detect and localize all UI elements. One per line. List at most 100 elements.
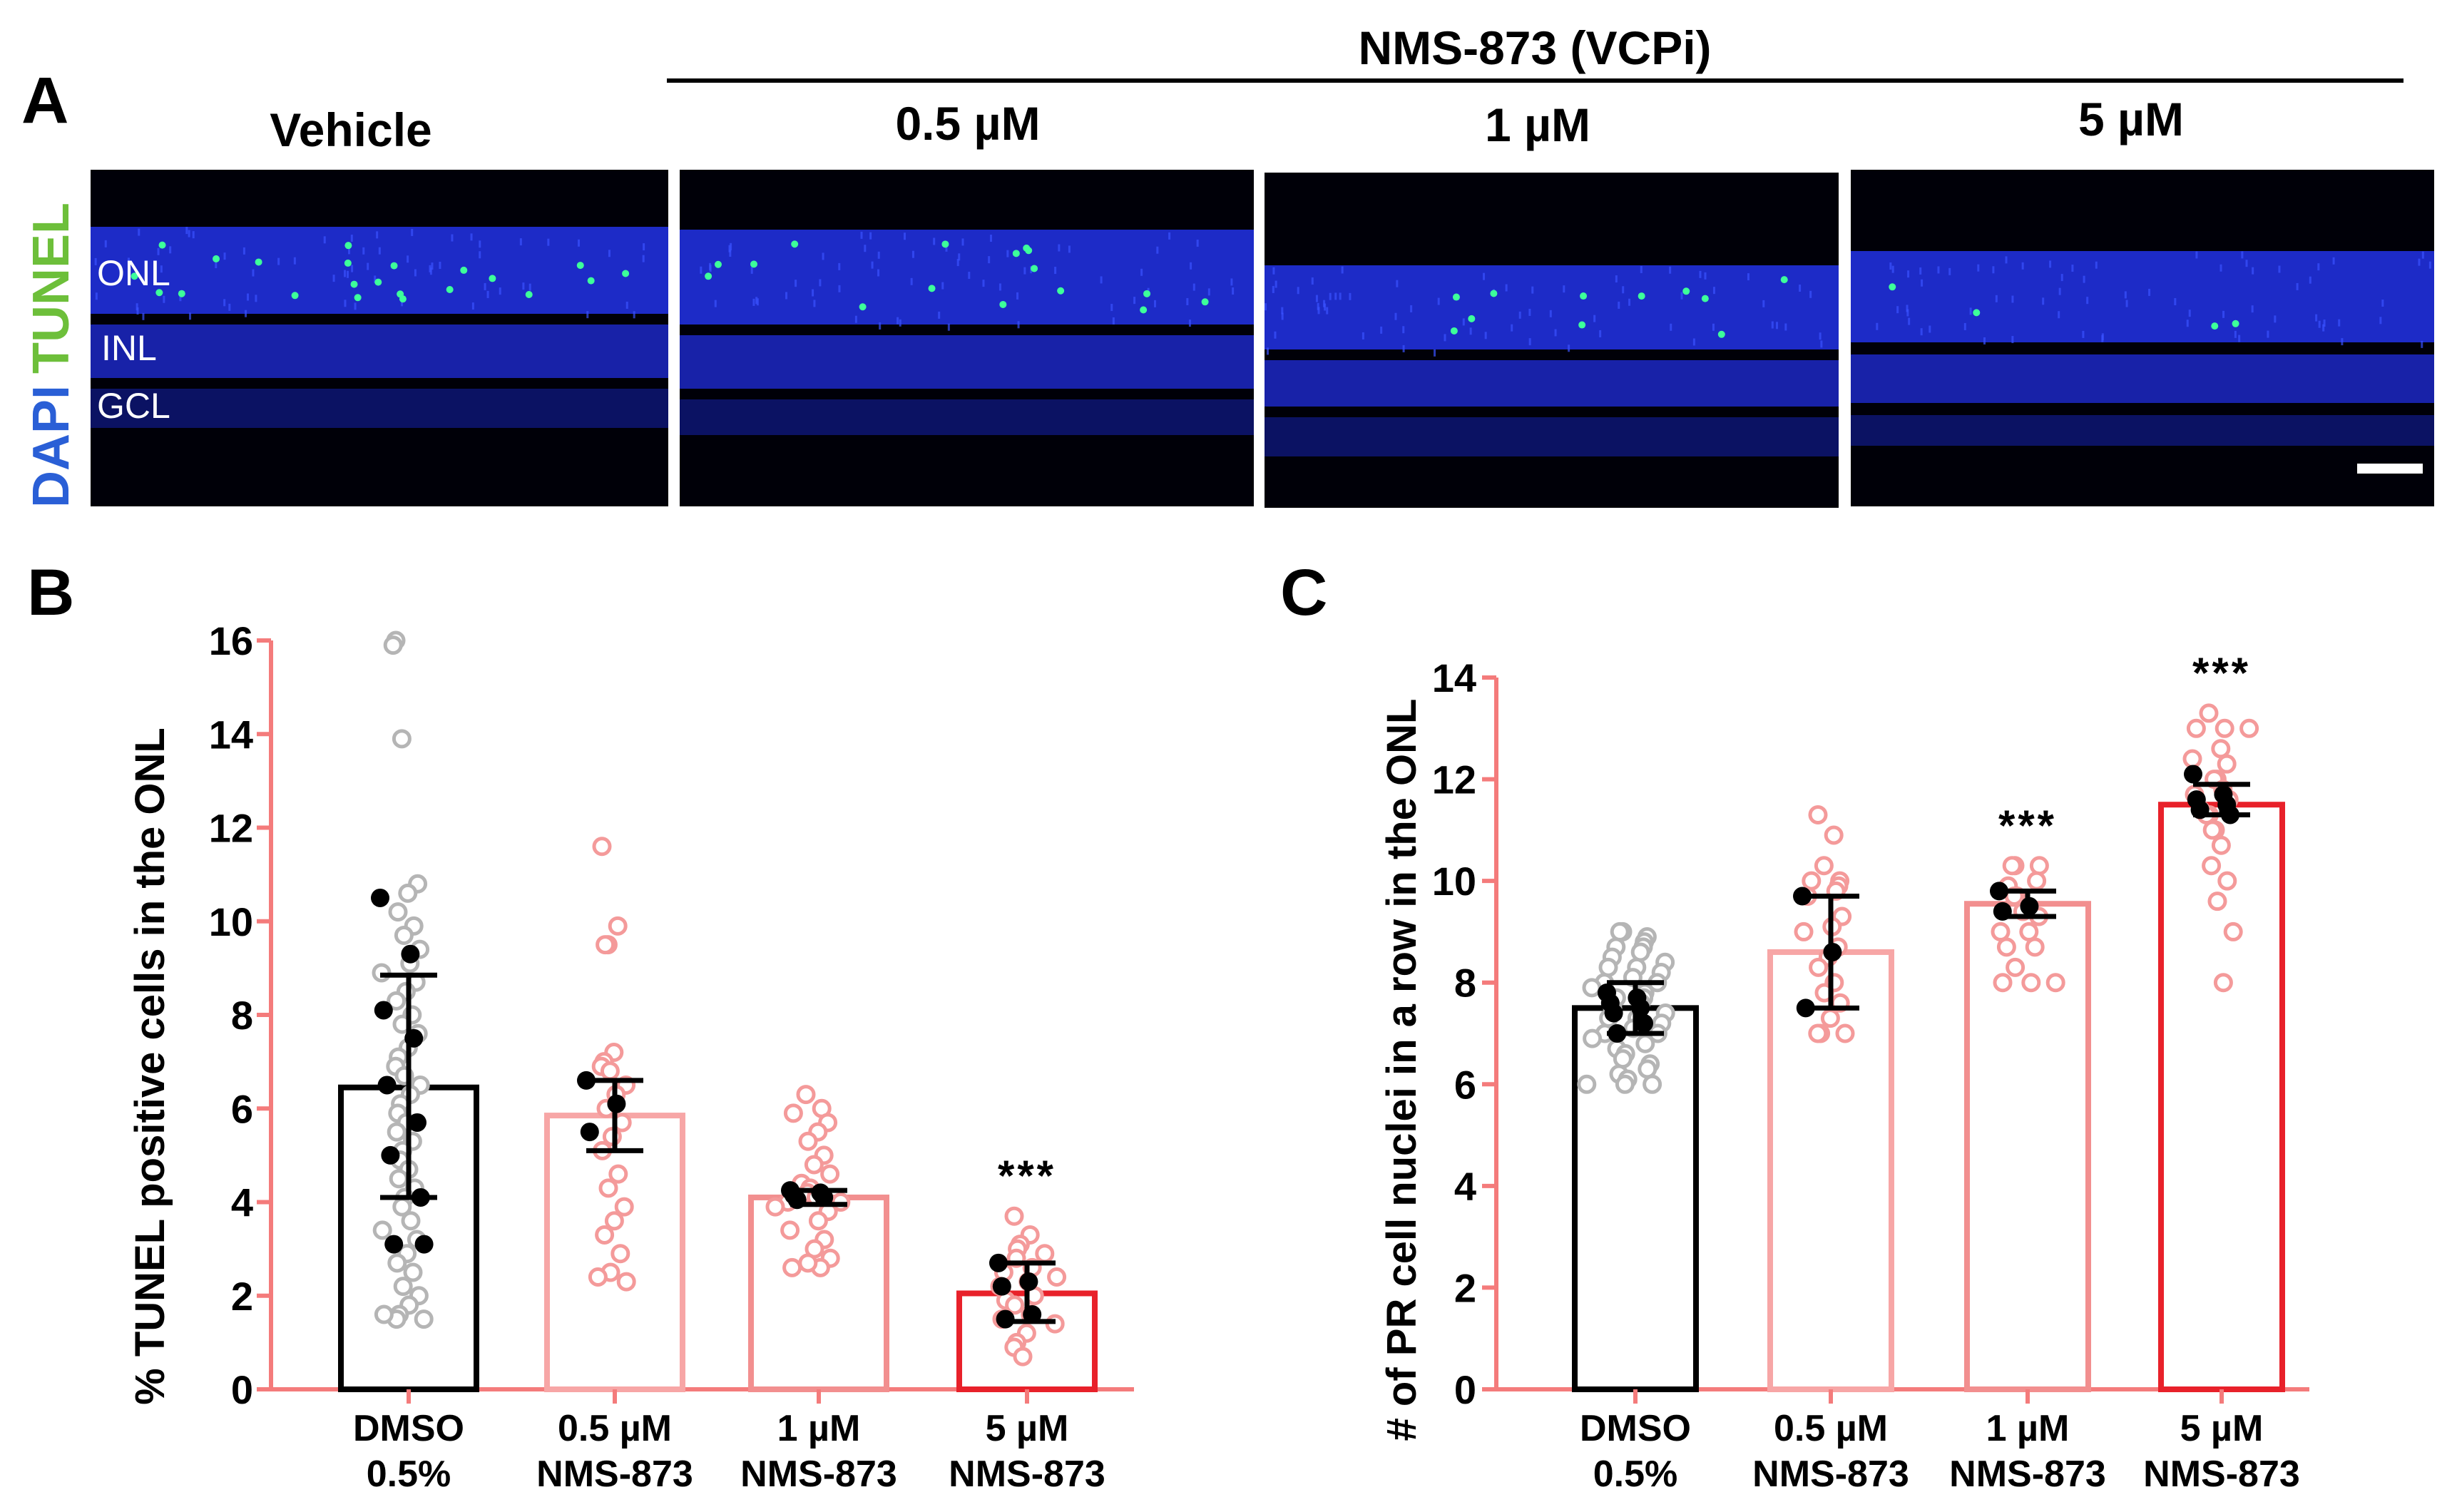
data-point-mean xyxy=(381,1145,400,1165)
data-point xyxy=(604,1211,624,1231)
y-tick-label: 6 xyxy=(1454,1062,1476,1107)
data-point xyxy=(1802,871,1822,891)
data-point xyxy=(596,935,615,955)
data-point-mean xyxy=(408,1113,426,1132)
data-point xyxy=(1035,1244,1055,1264)
data-point xyxy=(1047,1267,1067,1287)
data-point xyxy=(1004,1206,1024,1226)
y-tick-label: 4 xyxy=(231,1180,253,1225)
data-point xyxy=(2239,718,2259,738)
data-point xyxy=(2202,856,2222,876)
category-label: 0.5 µM xyxy=(1774,1408,1888,1449)
y-tick-label: 8 xyxy=(231,993,253,1038)
data-point xyxy=(2202,820,2222,840)
data-point xyxy=(2199,703,2219,723)
data-point xyxy=(1005,1295,1025,1315)
data-point xyxy=(1993,973,2013,993)
data-point xyxy=(1808,1023,1828,1043)
chart-c: 0 2 4 6 8 10 12 14 DMSO 0.5% 0.5 µM NMS-873 *** 1 µM N… xyxy=(1432,649,2309,1495)
chart-c-ylabel: # of PR cell nuclei in a row in the ONL xyxy=(1379,699,1425,1441)
data-point-mean xyxy=(2020,897,2039,916)
data-point-mean xyxy=(401,944,420,964)
micrograph-5uM xyxy=(1851,170,2434,506)
category-label: NMS-873 xyxy=(949,1454,1105,1495)
data-point xyxy=(1610,921,1630,941)
data-point xyxy=(588,1267,608,1287)
data-point xyxy=(598,1178,618,1198)
data-point xyxy=(403,1262,423,1282)
data-point xyxy=(608,916,628,936)
data-point xyxy=(1583,1028,1603,1048)
panel-a: A NMS-873 (VCPi) Vehicle 0.5 µM 1 µM 5 µ… xyxy=(21,21,2434,508)
y-tick-label: 2 xyxy=(231,1274,253,1319)
scale-bar xyxy=(2357,464,2423,474)
y-tick-label: 6 xyxy=(231,1086,253,1131)
data-point xyxy=(1613,1049,1633,1069)
y-tick-label: 2 xyxy=(1454,1265,1476,1310)
data-point xyxy=(2002,856,2022,876)
micrograph-vehicle: ONL INL GCL xyxy=(91,170,668,506)
bar xyxy=(2158,802,2285,1392)
category-label: 1 µM xyxy=(1986,1408,2070,1449)
y-tick-label: 0 xyxy=(231,1367,253,1412)
data-point xyxy=(393,1277,413,1297)
data-point-mean xyxy=(577,1071,596,1090)
data-point xyxy=(616,1272,636,1292)
data-point-mean xyxy=(989,1253,1008,1272)
data-point xyxy=(796,1085,816,1105)
y-tick-label: 0 xyxy=(1454,1367,1476,1412)
data-point-mean xyxy=(371,888,389,907)
data-point xyxy=(388,902,408,922)
data-point xyxy=(2215,718,2234,738)
data-point xyxy=(2186,718,2206,738)
data-point-mean xyxy=(374,1001,393,1020)
data-point xyxy=(2029,856,2049,876)
data-point-mean xyxy=(1608,1024,1627,1043)
category-label: 5 µM xyxy=(986,1408,1069,1449)
data-point xyxy=(1808,804,1828,824)
data-point xyxy=(2021,973,2041,993)
data-point-mean xyxy=(996,1309,1015,1329)
data-point xyxy=(2211,739,2231,759)
data-point xyxy=(414,1309,434,1329)
y-tick-label: 8 xyxy=(1454,961,1476,1006)
data-point-mean xyxy=(1993,901,2012,921)
data-point xyxy=(1615,1074,1635,1094)
data-point xyxy=(608,1164,628,1184)
data-point-mean xyxy=(787,1190,807,1210)
micrograph-0-5uM xyxy=(680,170,1254,506)
data-point xyxy=(1794,921,1814,941)
data-point xyxy=(595,1225,615,1245)
data-point xyxy=(1835,1023,1855,1043)
data-point xyxy=(394,925,414,945)
stain-label-dapi: DAPI xyxy=(23,385,80,508)
data-point xyxy=(2182,749,2202,769)
data-point xyxy=(2019,921,2039,941)
data-point xyxy=(372,1220,392,1240)
data-point xyxy=(2027,871,2047,891)
data-point xyxy=(798,1253,818,1273)
column-label-0-5uM: 0.5 µM xyxy=(895,97,1040,150)
data-point xyxy=(383,635,403,655)
panel-b-letter: B xyxy=(27,556,74,629)
data-point xyxy=(1598,957,1618,977)
data-point xyxy=(1996,937,2016,957)
panel-c-letter: C xyxy=(1280,556,1327,629)
data-point xyxy=(1635,1033,1655,1053)
data-point xyxy=(2025,937,2045,957)
data-point xyxy=(2217,754,2237,774)
column-label-vehicle: Vehicle xyxy=(270,103,432,156)
data-point-mean xyxy=(1823,942,1842,961)
data-point xyxy=(401,1211,421,1231)
data-point xyxy=(2211,835,2231,855)
data-point xyxy=(398,883,418,903)
data-point xyxy=(1643,1074,1662,1094)
data-point xyxy=(765,1197,785,1217)
data-point-mean xyxy=(404,1028,424,1048)
layer-label-inl: INL xyxy=(101,328,157,368)
significance-label: *** xyxy=(998,1152,1056,1200)
data-point xyxy=(2045,973,2065,993)
data-point xyxy=(1814,856,1834,876)
data-point xyxy=(392,729,412,749)
data-point xyxy=(611,1244,630,1264)
